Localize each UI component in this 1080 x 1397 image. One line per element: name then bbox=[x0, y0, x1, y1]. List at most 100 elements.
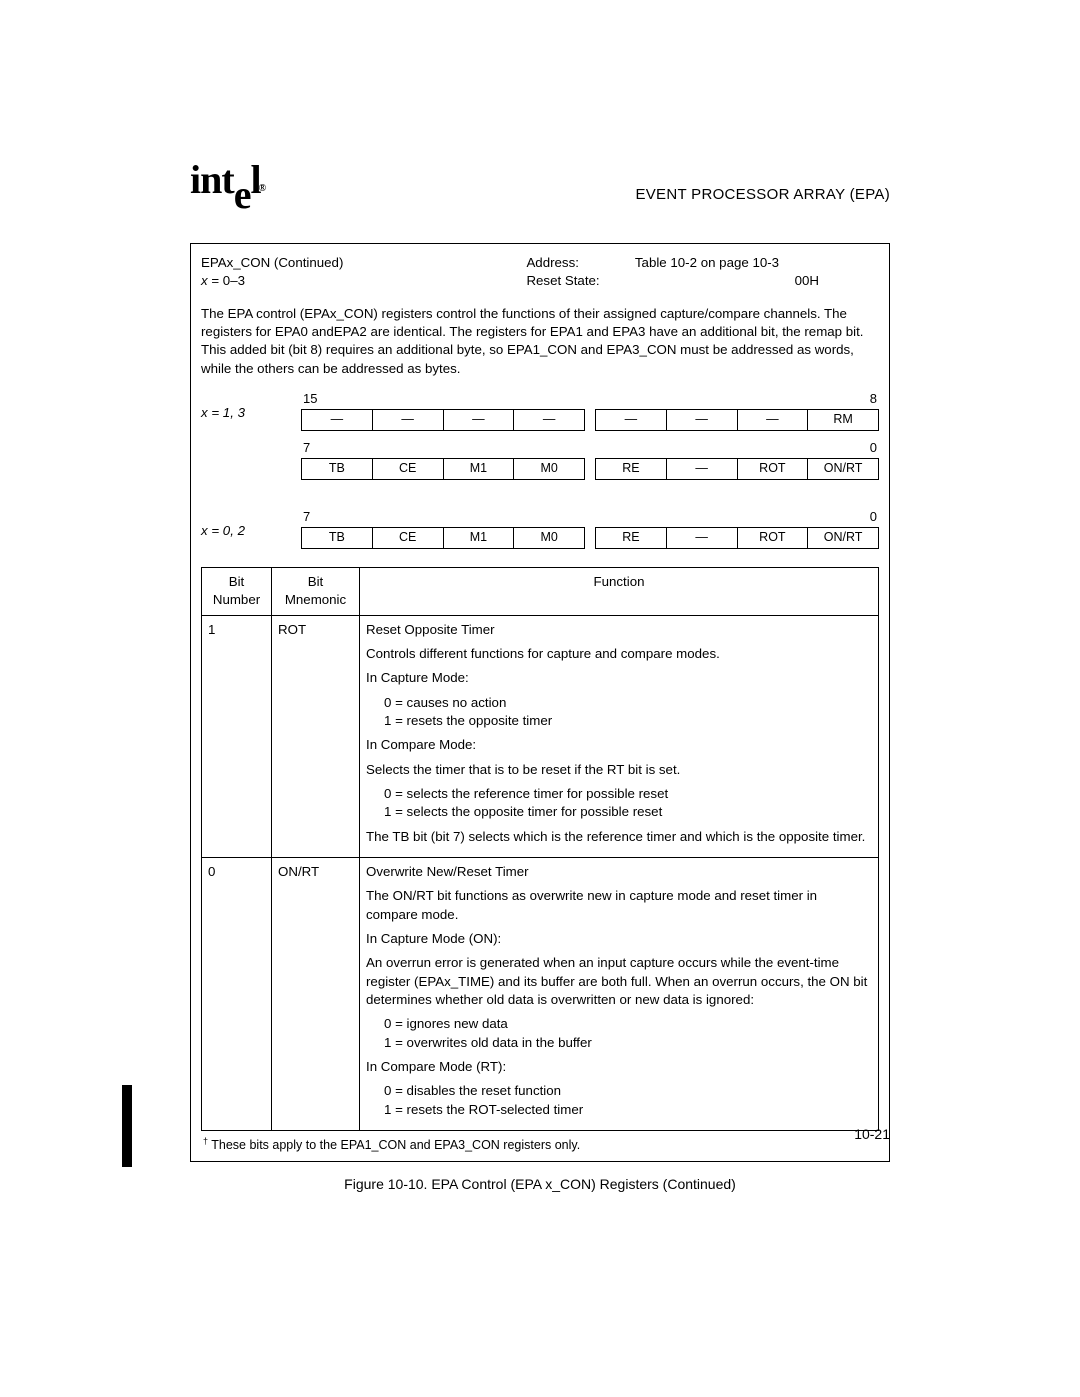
table-footnote: † These bits apply to the EPA1_CON and E… bbox=[201, 1131, 879, 1154]
bitcell: RM bbox=[807, 409, 879, 431]
bitbar-x02-label: x = 0, 2 bbox=[201, 508, 301, 540]
bitcell: — bbox=[666, 458, 737, 480]
intel-logo: intel® bbox=[190, 156, 267, 203]
fn-text: An overrun error is generated when an in… bbox=[366, 954, 872, 1009]
table-header-row: Bit Number Bit Mnemonic Function bbox=[202, 567, 879, 615]
cell-function: Overwrite New/Reset Timer The ON/RT bit … bbox=[360, 858, 879, 1131]
bitcell: ON/RT bbox=[807, 527, 879, 549]
addr-label: Address: bbox=[526, 254, 634, 272]
bit-hi: 15 bbox=[303, 390, 317, 408]
col-bit-mnemonic: Bit Mnemonic bbox=[272, 567, 360, 615]
bitcells-row1: — — — — — — — RM bbox=[301, 409, 879, 431]
table-row: 1 ROT Reset Opposite Timer Controls diff… bbox=[202, 615, 879, 857]
bitnum-7-0-b: 7 0 bbox=[301, 508, 879, 527]
bit-lo: 8 bbox=[870, 390, 877, 408]
bitbar-x13: x = 1, 3 15 8 — — — — — — — RM bbox=[201, 390, 879, 480]
bitcell: RE bbox=[595, 527, 666, 549]
bitcell: M1 bbox=[443, 527, 514, 549]
figure-caption: Figure 10-10. EPA Control (EPA x_CON) Re… bbox=[190, 1176, 890, 1192]
bitcell: — bbox=[666, 527, 737, 549]
cell-mnemonic: ON/RT bbox=[272, 858, 360, 1131]
x-range: = 0–3 bbox=[208, 273, 245, 288]
bitcell: M1 bbox=[443, 458, 514, 480]
bit-lo: 0 bbox=[870, 439, 877, 457]
change-bar bbox=[122, 1085, 132, 1167]
bitcell: — bbox=[737, 409, 808, 431]
bitcell: TB bbox=[301, 527, 372, 549]
bitcell: ROT bbox=[737, 527, 808, 549]
fn-line: 1 = selects the opposite timer for possi… bbox=[384, 804, 662, 819]
fn-line: 0 = disables the reset function bbox=[384, 1083, 561, 1098]
x-var: x bbox=[201, 273, 208, 288]
bitnum-7-0-a: 7 0 bbox=[301, 439, 879, 458]
bitbar-x02-area: 7 0 TB CE M1 M0 RE — ROT ON/RT bbox=[301, 508, 879, 549]
fn-text: The ON/RT bit functions as overwrite new… bbox=[366, 887, 872, 924]
bitcell: CE bbox=[372, 458, 443, 480]
bit-function-table: Bit Number Bit Mnemonic Function 1 ROT R… bbox=[201, 567, 879, 1131]
x-range: = 0, 2 bbox=[208, 523, 245, 538]
register-name: EPAx_CON (Continued) bbox=[201, 254, 526, 272]
x-range: = 1, 3 bbox=[208, 405, 245, 420]
cell-function: Reset Opposite Timer Controls different … bbox=[360, 615, 879, 857]
bitcell: RE bbox=[595, 458, 666, 480]
page-number: 10-21 bbox=[854, 1126, 890, 1142]
bitbar-x13-area: 15 8 — — — — — — — RM 7 0 bbox=[301, 390, 879, 480]
fn-text: In Compare Mode: bbox=[366, 736, 872, 754]
cell-mnemonic: ROT bbox=[272, 615, 360, 857]
col-bit-number: Bit Number bbox=[202, 567, 272, 615]
bitcell: — bbox=[595, 409, 666, 431]
fn-text: 0 = ignores new data 1 = overwrites old … bbox=[366, 1015, 872, 1052]
footnote-text: These bits apply to the EPA1_CON and EPA… bbox=[208, 1138, 580, 1152]
fn-line: 0 = ignores new data bbox=[384, 1016, 508, 1031]
bitcell: — bbox=[443, 409, 514, 431]
bit-hi: 7 bbox=[303, 508, 310, 526]
logo-text: intel bbox=[190, 157, 261, 202]
bitcell: — bbox=[513, 409, 585, 431]
register-header-row2: x = 0–3 Reset State: 00H bbox=[201, 272, 879, 290]
bitcell: — bbox=[372, 409, 443, 431]
bitcells-row2: TB CE M1 M0 RE — ROT ON/RT bbox=[301, 458, 879, 480]
fn-text: Selects the timer that is to be reset if… bbox=[366, 761, 872, 779]
bitcell: ON/RT bbox=[807, 458, 879, 480]
bitcell: CE bbox=[372, 527, 443, 549]
register-description-box: EPAx_CON (Continued) Address: Table 10-2… bbox=[190, 243, 890, 1162]
fn-text: In Capture Mode: bbox=[366, 669, 872, 687]
reset-label: Reset State: bbox=[526, 272, 634, 290]
cell-bitnum: 0 bbox=[202, 858, 272, 1131]
bit-lo: 0 bbox=[870, 508, 877, 526]
registered-mark: ® bbox=[259, 183, 265, 194]
bitcell: TB bbox=[301, 458, 372, 480]
fn-line: 1 = overwrites old data in the buffer bbox=[384, 1035, 592, 1050]
reg-name-line2: x = 0–3 bbox=[201, 272, 526, 290]
header-row: intel® EVENT PROCESSOR ARRAY (EPA) bbox=[190, 156, 890, 203]
register-header-row1: EPAx_CON (Continued) Address: Table 10-2… bbox=[201, 254, 879, 272]
x-var: x bbox=[201, 405, 208, 420]
bitcell: — bbox=[666, 409, 737, 431]
bitnum-15-8: 15 8 bbox=[301, 390, 879, 409]
bitcells-row3: TB CE M1 M0 RE — ROT ON/RT bbox=[301, 527, 879, 549]
bit-hi: 7 bbox=[303, 439, 310, 457]
chapter-title: EVENT PROCESSOR ARRAY (EPA) bbox=[635, 186, 890, 203]
reset-value: 00H bbox=[635, 272, 879, 290]
fn-title: Reset Opposite Timer bbox=[366, 621, 872, 639]
fn-title: Overwrite New/Reset Timer bbox=[366, 863, 872, 881]
fn-line: 1 = resets the ROT-selected timer bbox=[384, 1102, 583, 1117]
fn-text: In Compare Mode (RT): bbox=[366, 1058, 872, 1076]
fn-text: The TB bit (bit 7) selects which is the … bbox=[366, 828, 872, 846]
fn-line: 0 = selects the reference timer for poss… bbox=[384, 786, 668, 801]
bitcell: M0 bbox=[513, 458, 585, 480]
fn-text: 0 = selects the reference timer for poss… bbox=[366, 785, 872, 822]
col-function: Function bbox=[360, 567, 879, 615]
reg-name-line1: EPAx_CON (Continued) bbox=[201, 255, 343, 270]
fn-line: 0 = causes no action bbox=[384, 695, 506, 710]
cell-bitnum: 1 bbox=[202, 615, 272, 857]
fn-line: 1 = resets the opposite timer bbox=[384, 713, 552, 728]
fn-text: 0 = disables the reset function 1 = rese… bbox=[366, 1082, 872, 1119]
x-var: x bbox=[201, 523, 208, 538]
bitbar-x02: x = 0, 2 7 0 TB CE M1 M0 RE — ROT ON/RT bbox=[201, 508, 879, 549]
page-content: intel® EVENT PROCESSOR ARRAY (EPA) EPAx_… bbox=[190, 156, 890, 1192]
bitcell: M0 bbox=[513, 527, 585, 549]
register-description: The EPA control (EPAx_CON) registers con… bbox=[201, 305, 879, 378]
bitbar-x13-label: x = 1, 3 bbox=[201, 390, 301, 422]
bitcell: ROT bbox=[737, 458, 808, 480]
